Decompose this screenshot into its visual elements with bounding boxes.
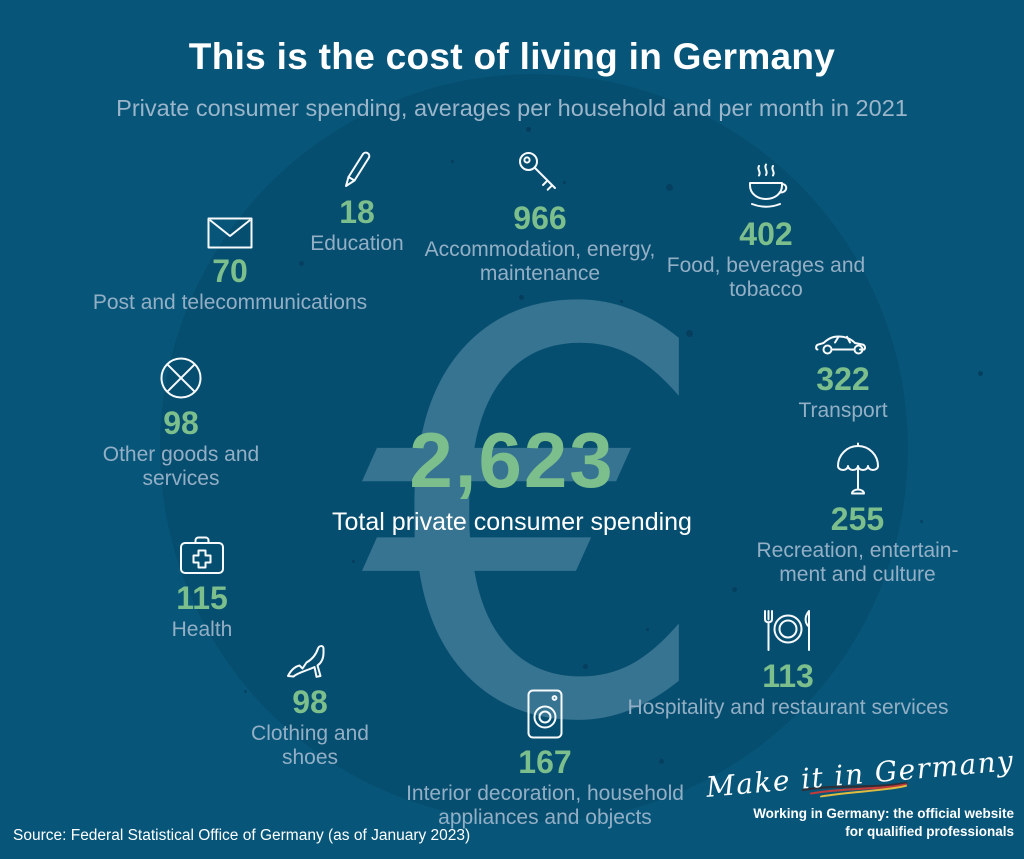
spend-value: 322	[816, 361, 870, 397]
spend-value: 98	[292, 684, 328, 720]
spend-value: 966	[513, 200, 567, 236]
page-subtitle: Private consumer spending, averages per …	[116, 95, 908, 121]
parasol-icon	[835, 437, 881, 497]
spend-label: Transport	[798, 399, 888, 423]
envelope-icon	[207, 209, 253, 249]
washing-machine-icon	[526, 684, 564, 740]
car-icon	[813, 321, 873, 357]
spend-item-transport: 322 Transport	[753, 321, 933, 423]
texture-speckles	[0, 0, 3, 3]
high-heel-shoe-icon	[285, 634, 335, 680]
spend-value: 98	[163, 405, 199, 441]
spend-item-interior: 167 Interior decoration, household appli…	[390, 684, 700, 829]
spend-label: Clothing and shoes	[251, 722, 369, 769]
spend-value: 255	[830, 501, 885, 537]
euro-watermark: €	[362, 197, 716, 844]
spend-item-accommodation: 966 Accommodation, energy, maintenance	[395, 142, 685, 285]
spend-item-hospitality: 113 Hospitality and restaurant services	[618, 604, 958, 720]
coffee-cup-icon	[742, 156, 790, 212]
restaurant-icon	[760, 604, 816, 654]
source-note: Source: Federal Statistical Office of Ge…	[13, 827, 471, 844]
total-block: 2,623 Total private consumer spending	[262, 421, 762, 537]
logo-tagline: Working in Germany: the official website…	[753, 806, 1014, 839]
spend-item-health: 115 Health	[127, 526, 277, 642]
first-aid-kit-icon	[178, 526, 226, 576]
spend-label: Accommodation, energy, maintenance	[424, 238, 656, 285]
page-title: This is the cost of living in Germany	[188, 36, 836, 77]
spend-label: Education	[310, 232, 404, 256]
spend-label: Other goods and services	[102, 443, 260, 490]
spend-label: Health	[171, 618, 233, 642]
spend-label: Interior decoration, household appliance…	[406, 782, 684, 829]
make-it-in-germany-logo: Make it in Germany Working in Germany: t…	[705, 744, 1016, 841]
total-label: Total private consumer spending	[332, 508, 692, 536]
spend-label: Post and telecommunications	[92, 291, 368, 315]
crossed-circle-icon	[158, 351, 204, 401]
spend-value: 70	[212, 253, 248, 289]
spend-value: 115	[176, 580, 228, 616]
spend-label: Food, beverages and tobacco	[666, 254, 866, 301]
spend-label: Hospitality and restaurant services	[627, 696, 949, 720]
spend-item-food: 402 Food, beverages and tobacco	[646, 156, 886, 301]
spend-value: 167	[518, 744, 572, 780]
spend-value: 113	[762, 658, 814, 694]
pencil-icon	[341, 140, 373, 190]
spend-item-recreation: 255 Recreation, entertain- ment and cult…	[745, 437, 970, 586]
spend-value: 402	[739, 216, 793, 252]
spend-item-education: 18 Education	[267, 140, 447, 256]
spend-label: Recreation, entertain- ment and culture	[756, 539, 959, 586]
spend-item-clothing: 98 Clothing and shoes	[215, 634, 405, 769]
german-flag-swoosh-icon	[801, 781, 908, 798]
spend-item-other: 98 Other goods and services	[83, 351, 279, 490]
total-value: 2,623	[409, 416, 615, 504]
background-circle	[160, 74, 908, 822]
spend-item-post: 70 Post and telecommunications	[85, 209, 375, 315]
spend-value: 18	[339, 194, 375, 230]
key-icon	[517, 142, 563, 196]
